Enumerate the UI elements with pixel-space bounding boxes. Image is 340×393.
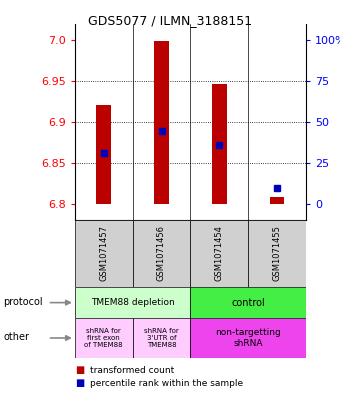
Text: control: control <box>231 298 265 308</box>
Text: ■: ■ <box>75 365 84 375</box>
Bar <box>270 197 284 204</box>
Bar <box>212 84 226 204</box>
Text: transformed count: transformed count <box>90 366 174 375</box>
Text: GSM1071454: GSM1071454 <box>215 226 224 281</box>
Bar <box>154 41 169 204</box>
Bar <box>97 105 111 204</box>
Text: other: other <box>3 332 29 342</box>
Bar <box>133 220 190 287</box>
Bar <box>133 318 190 358</box>
Text: protocol: protocol <box>3 297 43 307</box>
Text: non-targetting
shRNA: non-targetting shRNA <box>215 328 281 348</box>
Bar <box>248 220 306 287</box>
Text: TMEM88 depletion: TMEM88 depletion <box>91 298 174 307</box>
Text: GSM1071457: GSM1071457 <box>99 226 108 281</box>
Text: GDS5077 / ILMN_3188151: GDS5077 / ILMN_3188151 <box>88 14 252 27</box>
Text: percentile rank within the sample: percentile rank within the sample <box>90 379 243 387</box>
Bar <box>190 220 248 287</box>
Text: shRNA for
first exon
of TMEM88: shRNA for first exon of TMEM88 <box>84 328 123 348</box>
Text: ■: ■ <box>75 378 84 388</box>
Bar <box>75 220 133 287</box>
Text: GSM1071455: GSM1071455 <box>273 226 282 281</box>
Text: GSM1071456: GSM1071456 <box>157 226 166 281</box>
Bar <box>190 318 306 358</box>
Bar <box>75 318 133 358</box>
Bar <box>75 287 190 318</box>
Text: shRNA for
3'UTR of
TMEM88: shRNA for 3'UTR of TMEM88 <box>144 328 179 348</box>
Bar <box>190 287 306 318</box>
